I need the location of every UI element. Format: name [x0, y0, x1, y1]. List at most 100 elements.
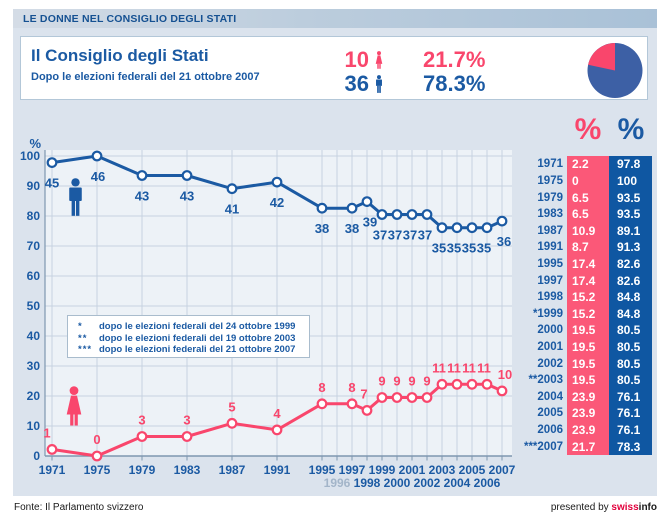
x-tick-label: 1991 — [264, 463, 291, 477]
women-data-point-marker — [271, 424, 283, 436]
pie-women-slice — [588, 43, 615, 71]
table-women-pct: 23.9 — [572, 389, 596, 404]
page-title: LE DONNE NEL CONSIGLIO DEGLI STATI — [23, 12, 237, 25]
women-data-point-marker — [466, 378, 478, 390]
women-data-point-marker — [361, 405, 373, 416]
table-men-pct: 76.1 — [617, 406, 641, 421]
y-tick-label: 90 — [27, 179, 41, 193]
legend-marker: *** — [78, 344, 93, 355]
table-year: 2002 — [537, 357, 563, 370]
table-men-pct: 80.5 — [617, 373, 641, 388]
table-row: 2006 23.9 76.1 — [518, 422, 652, 439]
table-men-pct: 76.1 — [617, 389, 641, 404]
table-year: 2004 — [537, 390, 563, 403]
men-data-point-marker — [481, 222, 493, 234]
men-point-label: 43 — [180, 189, 194, 204]
women-data-point-marker — [451, 378, 463, 390]
table-year: 1983 — [537, 208, 563, 221]
table-women-pct: 15.2 — [572, 306, 596, 321]
table-women-pct: 2.2 — [572, 157, 589, 172]
men-point-label: 37 — [373, 228, 387, 243]
men-point-label: 36 — [497, 234, 511, 249]
x-tick-label: 2005 — [459, 463, 486, 477]
table-men-pct: 78.3 — [617, 439, 641, 454]
women-data-point-marker — [346, 398, 358, 410]
men-data-point-marker — [46, 157, 58, 169]
y-tick-label: 10 — [27, 419, 41, 433]
men-data-point-marker — [376, 209, 388, 220]
men-point-label: 37 — [388, 228, 402, 243]
y-tick-label: 50 — [27, 299, 41, 313]
table-men-pct: 93.5 — [617, 190, 641, 205]
table-men-pct: 80.5 — [617, 323, 641, 338]
table-year: 2000 — [537, 324, 563, 337]
men-point-label: 45 — [45, 176, 59, 191]
summary-title: Il Consiglio degli Stati — [31, 46, 209, 65]
x-tick-label: 1987 — [219, 463, 246, 477]
table-women-pct: 17.4 — [572, 256, 596, 271]
men-point-label: 41 — [225, 202, 239, 217]
table-women-pct: 23.9 — [572, 423, 596, 438]
y-axis-label: % — [29, 136, 41, 151]
table-header-men-pct: % — [617, 113, 645, 146]
table-header-women-pct: % — [574, 113, 602, 146]
table-year: 1991 — [537, 241, 563, 254]
men-point-label: 42 — [270, 195, 284, 210]
footer: Fonte: Il Parlamento svizzero presented … — [0, 496, 670, 520]
table-men-pct: 76.1 — [617, 423, 641, 438]
table-row: 2005 23.9 76.1 — [518, 405, 652, 422]
data-table: 1971 2.2 97.8 1975 0 100 1979 6.5 93.5 1983 6.5 93.… — [518, 156, 652, 455]
legend-item: ** dopo le elezioni federali del 19 otto… — [68, 333, 309, 345]
table-year: 2006 — [537, 424, 563, 437]
table-row: 1987 10.9 89.1 — [518, 222, 652, 239]
y-tick-label: 80 — [27, 209, 41, 223]
y-tick-label: 40 — [27, 329, 41, 343]
x-tick-label: 1971 — [39, 463, 66, 477]
presented-by-label: presented by — [550, 502, 612, 513]
women-point-label: 11 — [477, 360, 491, 375]
table-year: *1999 — [532, 307, 563, 320]
men-point-label: 38 — [345, 221, 359, 236]
x-tick-label: 1996 — [324, 476, 351, 490]
table-row: 1983 6.5 93.5 — [518, 206, 652, 223]
x-tick-label: 1998 — [354, 476, 381, 490]
presented-by: presented by swissinfo — [551, 502, 657, 513]
women-point-label: 7 — [360, 386, 367, 401]
x-tick-label: 1975 — [84, 463, 111, 477]
men-data-point-marker — [391, 209, 403, 220]
men-data-point-marker — [406, 209, 418, 220]
table-row: ***2007 21.7 78.3 — [518, 438, 652, 455]
table-women-pct: 19.5 — [572, 323, 596, 338]
legend-text: dopo le elezioni federali del 24 ottobre… — [99, 321, 296, 332]
x-tick-label: 1979 — [129, 463, 156, 477]
x-tick-label: 1995 — [309, 463, 336, 477]
women-percent: 21.7% — [423, 47, 486, 72]
x-tick-label: 1999 — [369, 463, 396, 477]
table-men-pct: 82.6 — [617, 273, 641, 288]
table-year: 1975 — [537, 174, 563, 187]
men-data-point-marker — [361, 196, 373, 208]
table-row: 1971 2.2 97.8 — [518, 156, 652, 173]
y-tick-label: 30 — [27, 359, 41, 373]
table-men-pct: 84.8 — [617, 306, 641, 321]
women-point-label: 11 — [462, 360, 476, 375]
men-stat-row: 36 78.3% — [311, 71, 576, 96]
table-row: 2001 19.5 80.5 — [518, 339, 652, 356]
table-women-pct: 19.5 — [572, 340, 596, 354]
y-tick-label: 100 — [20, 149, 40, 163]
table-men-pct: 100 — [617, 173, 638, 188]
table-women-column — [567, 156, 609, 455]
men-point-label: 37 — [418, 228, 432, 243]
y-tick-label: 0 — [33, 449, 40, 463]
source-note: Fonte: Il Parlamento svizzero — [14, 502, 144, 513]
x-tick-label: 2003 — [429, 463, 456, 477]
table-women-pct: 8.7 — [572, 240, 589, 255]
table-row: 1997 17.4 82.6 — [518, 272, 652, 289]
men-point-label: 39 — [363, 215, 377, 230]
table-men-pct: 82.6 — [617, 256, 641, 271]
women-point-label: 11 — [447, 360, 461, 375]
men-data-point-marker — [181, 170, 193, 181]
women-data-point-marker — [376, 392, 388, 403]
women-data-point-marker — [136, 431, 148, 442]
pie-chart — [587, 43, 643, 98]
